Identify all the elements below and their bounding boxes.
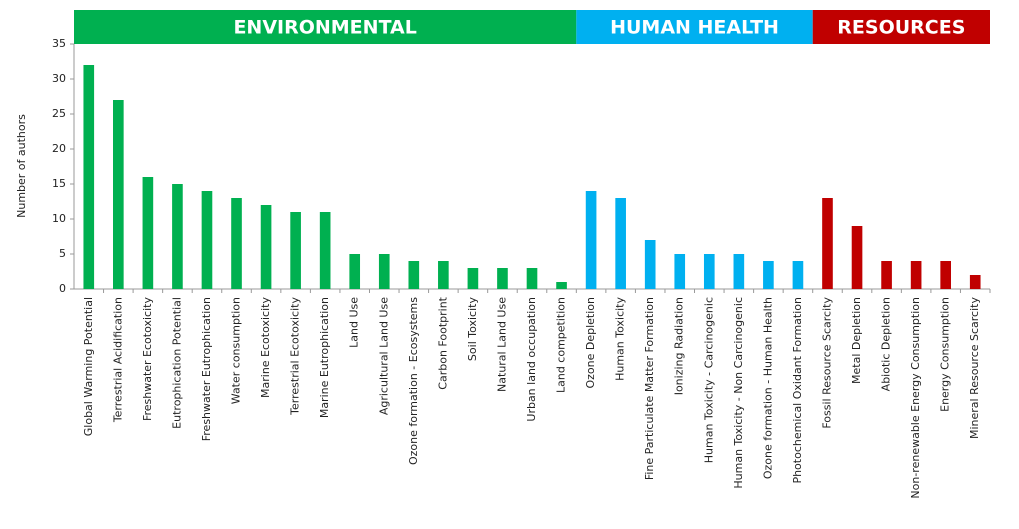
- bar: [83, 65, 95, 289]
- bar: [792, 261, 804, 289]
- y-tick-label: 35: [52, 37, 66, 50]
- x-tick-label: Energy Consumption: [939, 297, 952, 412]
- bar: [172, 184, 183, 289]
- x-tick-label: Ozone Depletion: [584, 297, 597, 389]
- bar: [674, 254, 686, 289]
- y-tick-label: 20: [52, 142, 66, 155]
- x-tick-label: Terrestrial Acidification: [111, 297, 124, 423]
- bar: [497, 268, 508, 289]
- x-tick-label: Fine Particulate Matter Formation: [643, 297, 656, 480]
- bar: [733, 254, 745, 289]
- x-tick-label: Land Use: [348, 297, 361, 348]
- x-tick-label: Ionizing Radiation: [673, 297, 686, 395]
- group-band: [812, 10, 990, 44]
- x-tick-label: Land competition: [555, 297, 568, 393]
- bar: [290, 212, 301, 289]
- x-tick-label: Human Toxicity - Carcinogenic: [702, 297, 715, 463]
- y-tick-label: 30: [52, 72, 66, 85]
- group-band: [576, 10, 813, 44]
- x-tick-label: Non-renewable Energy Consumption: [909, 297, 922, 499]
- bar: [438, 261, 449, 289]
- x-tick-label: Eutrophication Potential: [170, 297, 183, 429]
- x-tick-label: Mineral Resource Scarcity: [968, 297, 981, 440]
- x-tick-label: Human Toxicity: [614, 297, 627, 381]
- bar: [910, 261, 922, 289]
- x-tick-label: Urban land occupation: [525, 297, 538, 422]
- bar: [969, 275, 981, 289]
- bar: [113, 100, 124, 289]
- bar: [467, 268, 479, 289]
- x-tick-label: Terrestrial Ecotoxicity: [289, 297, 302, 416]
- x-tick-label: Fossil Resource Scarcity: [820, 297, 833, 429]
- x-tick-label: Human Toxicity - Non Carcinogenic: [732, 297, 745, 489]
- bar: [585, 191, 597, 289]
- group-band: [74, 10, 577, 44]
- y-axis-label: Number of authors: [15, 114, 28, 218]
- bar: [142, 177, 154, 289]
- bar: [556, 282, 567, 289]
- x-tick-label: Abiotic Depletion: [880, 297, 893, 391]
- bar: [763, 261, 774, 289]
- bar: [231, 198, 242, 289]
- bar: [319, 212, 331, 289]
- x-tick-label: Water consumption: [230, 297, 243, 404]
- group-label: RESOURCES: [837, 17, 965, 39]
- bar: [615, 198, 626, 289]
- bar: [378, 254, 390, 289]
- x-tick-label: Freshwater Eutrophication: [200, 297, 213, 441]
- x-tick-label: Metal Depletion: [850, 297, 863, 384]
- bar: [851, 226, 863, 289]
- bar: [349, 254, 361, 289]
- y-tick-label: 25: [52, 107, 66, 120]
- bar: [408, 261, 420, 289]
- x-tick-label: Ozone formation - Human Health: [761, 297, 774, 479]
- group-label: HUMAN HEALTH: [610, 17, 779, 39]
- x-tick-label: Natural Land Use: [495, 297, 508, 392]
- bar: [526, 268, 538, 289]
- x-tick-label: Ozone formation - Ecosystems: [407, 297, 420, 465]
- x-tick-label: Carbon Footprint: [436, 296, 449, 389]
- x-tick-label: Marine Ecotoxicity: [259, 297, 272, 398]
- y-tick-label: 10: [52, 212, 66, 225]
- bar: [703, 254, 715, 289]
- bar: [822, 198, 833, 289]
- y-tick-label: 5: [59, 247, 66, 260]
- x-tick-label: Freshwater Ecotoxicity: [141, 297, 154, 422]
- y-tick-label: 15: [52, 177, 66, 190]
- bar: [644, 240, 656, 289]
- x-tick-label: Soil Toxicity: [466, 297, 479, 362]
- x-tick-label: Marine Eutrophication: [318, 297, 331, 418]
- bar: [940, 261, 951, 289]
- group-label: ENVIRONMENTAL: [233, 17, 416, 39]
- bar: [881, 261, 892, 289]
- bar: [260, 205, 272, 289]
- x-tick-label: Global Warming Potential: [82, 297, 95, 436]
- y-tick-label: 0: [59, 282, 66, 295]
- x-tick-label: Photochemical Oxidant Formation: [791, 297, 804, 484]
- bar: [201, 191, 213, 289]
- x-tick-label: Agricultural Land Use: [377, 297, 390, 415]
